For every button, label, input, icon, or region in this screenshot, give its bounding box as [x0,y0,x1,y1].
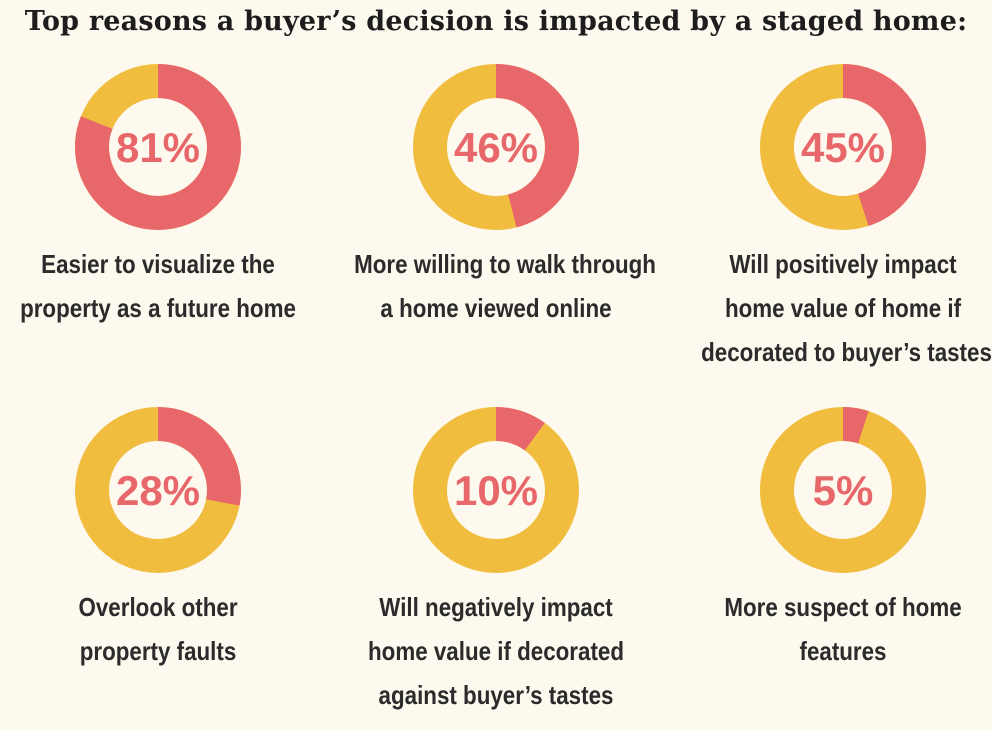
donut-caption: Overlook other property faults [16,585,300,673]
donut-card-2: 46% More willing to walk through a home vi… [331,62,661,330]
caption-line: features [799,636,887,666]
caption-line: property faults [79,636,237,666]
donut-card-6: 5% More suspect of home features [678,405,992,673]
caption-line: property as a future home [20,293,296,323]
caption-line: against buyer’s tastes [378,680,614,710]
caption-line: home value if decorated [368,636,624,666]
caption-line: More willing to walk through [354,249,656,279]
donut-value-arc [760,407,926,573]
donut-chart-6: 5% [760,407,926,573]
caption-line: Will negatively impact [379,592,613,622]
donut-card-3: 45% Will positively impact home value of h… [678,62,992,374]
donut-value-arc [413,407,579,573]
donut-chart-2: 46% [413,64,579,230]
donut-caption: More suspect of home features [701,585,985,673]
donut-percent-label: 45% [801,124,885,171]
donut-percent-label: 28% [116,467,200,514]
donut-caption: Will positively impact home value of home… [701,242,992,374]
donut-percent-label: 10% [454,467,538,514]
caption-line: home value of home if [724,293,962,323]
caption-line: Overlook other [78,592,238,622]
donut-caption: Will negatively impact home value if deco… [354,585,638,717]
chart-title: Top reasons a buyer’s decision is impact… [24,6,968,37]
donut-card-5: 10% Will negatively impact home value if d… [331,405,661,717]
donut-caption: More willing to walk through a home viewe… [354,242,656,330]
caption-line: Easier to visualize the [41,249,275,279]
donut-caption: Easier to visualize the property as a fut… [16,242,300,330]
donut-value-arc [413,64,579,230]
donut-value-arc [760,64,926,230]
donut-value-arc [75,64,241,230]
donut-chart-1: 81% [75,64,241,230]
donut-chart-3: 45% [760,64,926,230]
donut-card-4: 28% Overlook other property faults [0,405,323,673]
donut-chart-5: 10% [413,407,579,573]
donut-percent-label: 46% [454,124,538,171]
caption-line: Will positively impact [729,249,957,279]
donut-chart-4: 28% [75,407,241,573]
caption-line: decorated to buyer’s tastes [701,337,992,367]
donut-percent-label: 81% [116,124,200,171]
donut-card-1: 81% Easier to visualize the property as a … [0,62,323,330]
donut-percent-label: 5% [813,467,874,514]
caption-line: More suspect of home [724,592,962,622]
caption-line: a home viewed online [380,293,612,323]
donut-value-arc [75,407,241,573]
